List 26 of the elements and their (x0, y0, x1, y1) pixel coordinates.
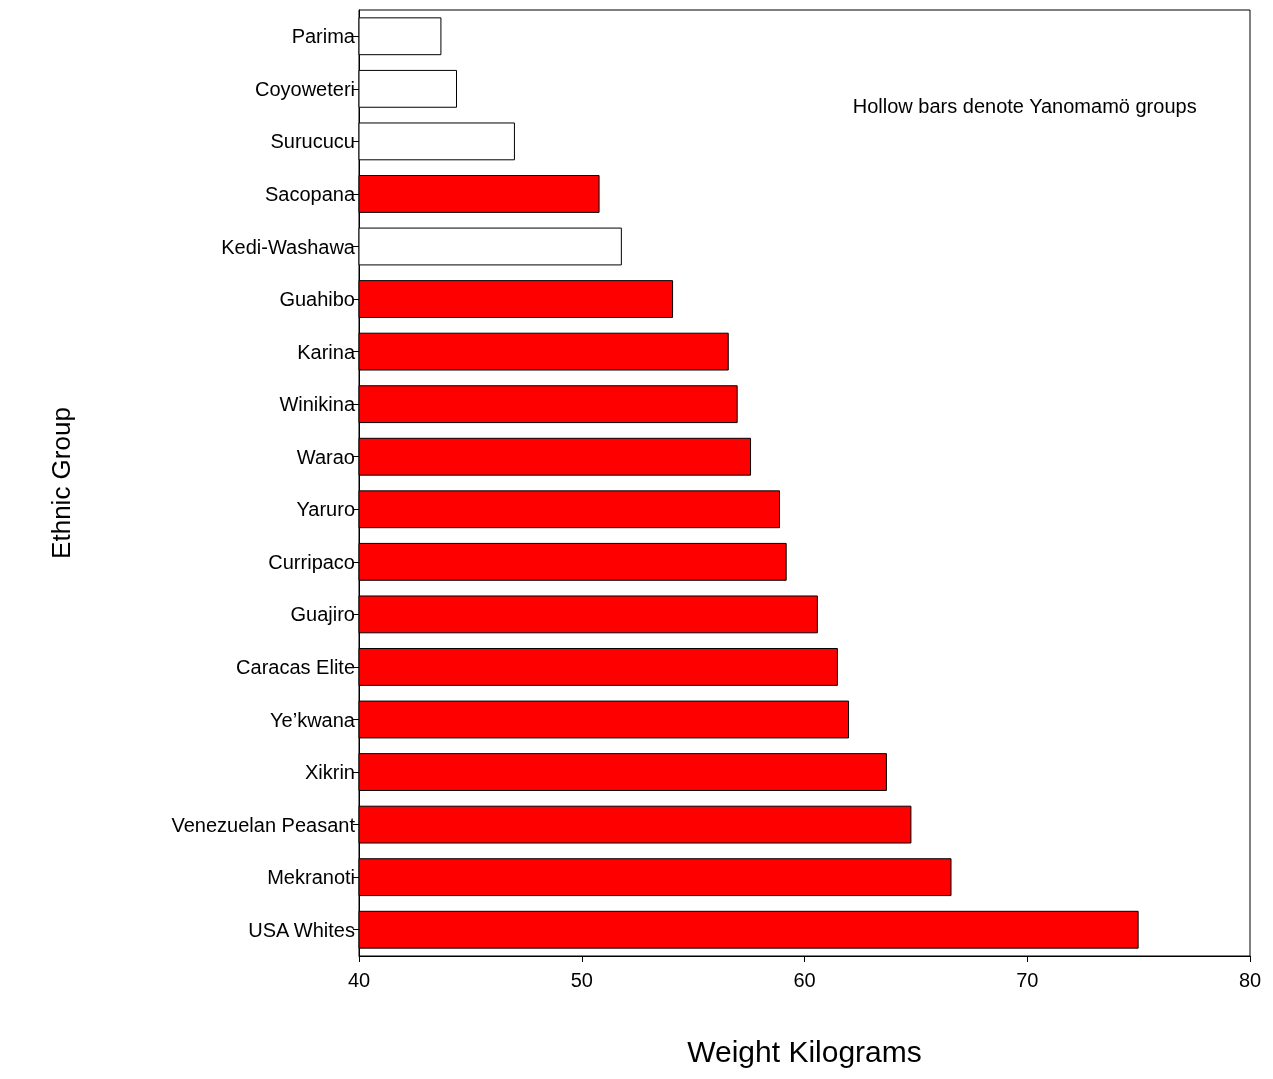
y-tick-label: Xikrin (304, 761, 355, 784)
y-tick-label: Mekranoti (267, 866, 355, 889)
y-tick-label: USA Whites (248, 918, 355, 941)
y-tick-label: Guajiro (290, 603, 355, 626)
y-tick-label: Sacopana (264, 182, 356, 205)
y-tick-label: Karina (297, 340, 356, 363)
x-tick-label: 60 (793, 969, 816, 991)
y-tick-label: Curripaco (268, 550, 355, 573)
y-tick-label: Caracas Elite (236, 655, 355, 678)
y-tick-label: Ye’kwana (270, 708, 356, 731)
annotation: Hollow bars denote Yanomamö groups (852, 95, 1197, 117)
x-tick-label: 40 (347, 969, 371, 991)
x-axis-title: Weight Kilograms (687, 1034, 922, 1068)
y-tick-label: Winikina (279, 393, 356, 416)
y-axis-title: Ethnic Group (46, 407, 76, 559)
x-tick-label: 80 (1238, 969, 1262, 991)
y-tick-label: Venezuelan Peasant (171, 813, 356, 836)
y-tick-label: Warao (296, 445, 355, 468)
y-tick-label: Parima (291, 25, 356, 48)
y-tick-label: Coyoweteri (254, 77, 355, 100)
y-tick-label: Guahibo (279, 288, 355, 311)
y-tick-label: Kedi-Washawa (221, 235, 356, 258)
x-tick-label: 50 (570, 969, 593, 991)
y-tick-label: Surucucu (270, 130, 355, 153)
x-tick-label: 70 (1016, 969, 1039, 991)
y-tick-label: Yaruro (296, 498, 355, 521)
